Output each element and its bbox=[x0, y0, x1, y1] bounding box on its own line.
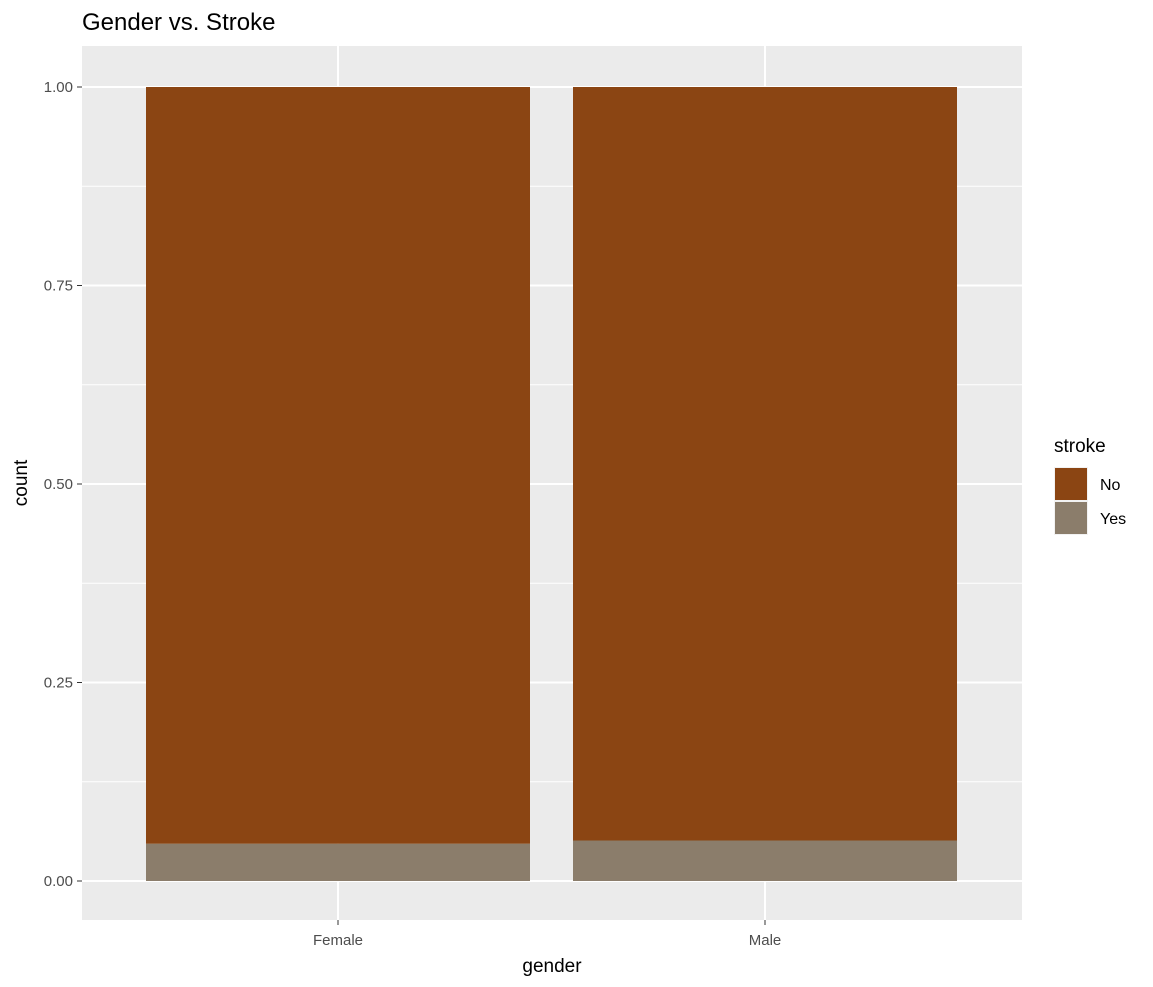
legend-title: stroke bbox=[1054, 436, 1106, 457]
legend-swatch-yes bbox=[1055, 502, 1087, 534]
bar-female-no bbox=[146, 87, 530, 844]
bar-male-no bbox=[573, 87, 957, 841]
legend-swatch-no bbox=[1055, 468, 1087, 500]
x-axis-title: gender bbox=[522, 956, 582, 977]
bars bbox=[146, 87, 957, 881]
y-tick-label: 1.00 bbox=[44, 79, 73, 96]
x-tick-label-female: Female bbox=[313, 932, 363, 949]
bar-female-yes bbox=[146, 843, 530, 881]
x-tick-label-male: Male bbox=[749, 932, 782, 949]
chart-title: Gender vs. Stroke bbox=[82, 9, 275, 36]
y-tick-label: 0.00 bbox=[44, 873, 73, 890]
legend-label-no: No bbox=[1100, 477, 1121, 494]
x-axis: Female Male bbox=[313, 920, 781, 949]
y-axis: 0.00 0.25 0.50 0.75 1.00 bbox=[44, 79, 82, 890]
bar-male-yes bbox=[573, 840, 957, 881]
y-tick-label: 0.25 bbox=[44, 675, 73, 692]
y-tick-label: 0.50 bbox=[44, 476, 73, 493]
legend: stroke No Yes bbox=[1054, 436, 1126, 535]
y-tick-label: 0.75 bbox=[44, 278, 73, 295]
legend-label-yes: Yes bbox=[1100, 511, 1126, 528]
y-axis-title: count bbox=[11, 459, 32, 506]
